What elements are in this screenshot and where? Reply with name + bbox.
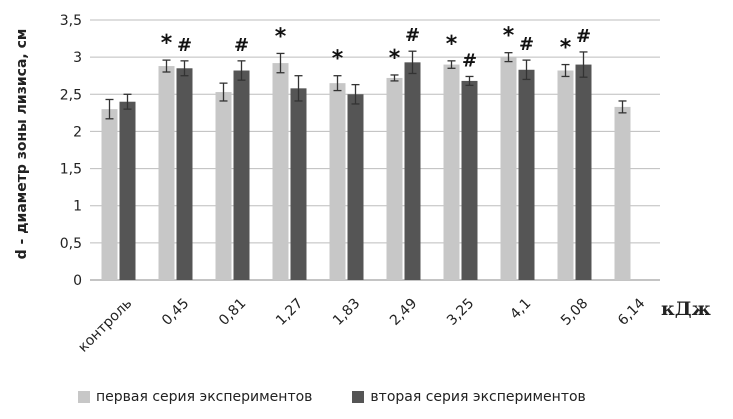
legend-item-series-1: первая серия экспериментов bbox=[78, 389, 312, 405]
significance-marker: # bbox=[177, 35, 192, 56]
y-tick-label: 0,5 bbox=[60, 236, 82, 252]
bar-series-1 bbox=[158, 66, 175, 280]
x-tick-label: 1,27 bbox=[273, 296, 306, 329]
legend: первая серия экспериментов вторая серия … bbox=[78, 389, 626, 405]
x-tick-label: 6,14 bbox=[615, 295, 648, 328]
bar-series-2 bbox=[461, 80, 478, 281]
significance-marker: * bbox=[503, 24, 515, 49]
x-tick-label: 1,83 bbox=[330, 296, 363, 329]
x-tick-label: 3,25 bbox=[444, 296, 477, 329]
bar-series-2 bbox=[575, 64, 592, 280]
legend-swatch-series-2 bbox=[352, 391, 365, 403]
significance-marker: * bbox=[389, 46, 401, 71]
significance-markers: * # # ** *# *#* # * # bbox=[161, 24, 591, 72]
bar-series-1 bbox=[272, 63, 289, 281]
bar-series-1 bbox=[614, 106, 631, 281]
y-tick-label: 2,5 bbox=[60, 87, 82, 103]
bar-series-1 bbox=[386, 77, 403, 280]
bar-series-2 bbox=[290, 88, 307, 280]
bar-series-1 bbox=[557, 70, 574, 280]
y-tick-label: 3,5 bbox=[60, 13, 82, 29]
legend-label-series-2: вторая серия экспериментов bbox=[370, 389, 586, 405]
legend-label-series-1: первая серия экспериментов bbox=[96, 389, 313, 405]
y-axis-label: d - диаметр зоны лизиса, см bbox=[14, 28, 30, 260]
x-axis-unit-label: кДж bbox=[661, 298, 711, 320]
bar-series-1 bbox=[329, 83, 346, 281]
y-tick-label: 1 bbox=[73, 199, 82, 215]
bar-series-1 bbox=[215, 92, 232, 280]
significance-marker: * bbox=[275, 24, 287, 49]
bar-series-2 bbox=[176, 68, 193, 281]
x-tick-label: 0,45 bbox=[159, 296, 192, 329]
significance-marker: # bbox=[462, 50, 477, 71]
significance-marker: * bbox=[332, 47, 344, 72]
significance-marker: # bbox=[576, 26, 591, 47]
y-tick-labels: 0 0,5 1 1,5 2 2,5 3 3,5 bbox=[60, 13, 82, 289]
significance-marker: * bbox=[161, 31, 173, 56]
x-tick-label: 5,08 bbox=[558, 296, 591, 329]
error-bars bbox=[105, 50, 627, 120]
y-tick-label: 3 bbox=[73, 50, 82, 66]
bar-series-1 bbox=[443, 64, 460, 280]
x-tick-label: 2,49 bbox=[387, 296, 420, 329]
y-tick-label: 0 bbox=[73, 273, 82, 289]
x-tick-label: 4,1 bbox=[507, 296, 534, 323]
bar-series-2 bbox=[404, 62, 421, 280]
bars bbox=[101, 57, 631, 281]
x-tick-labels: контроль 0,45 0,81 1,27 1,83 2,49 3,25 4,1 5,08 6… bbox=[75, 295, 648, 355]
bar-series-2 bbox=[119, 101, 136, 280]
significance-marker: * bbox=[560, 36, 572, 61]
bar-series-2 bbox=[233, 70, 250, 280]
bar-series-1 bbox=[500, 57, 517, 281]
significance-marker: # bbox=[405, 25, 420, 46]
legend-item-series-2: вторая серия экспериментов bbox=[352, 389, 586, 405]
y-tick-label: 2 bbox=[73, 124, 82, 140]
x-tick-label: контроль bbox=[75, 296, 135, 356]
legend-swatch-series-1 bbox=[78, 391, 90, 403]
x-tick-label: 0,81 bbox=[216, 296, 249, 329]
significance-marker: # bbox=[234, 35, 249, 56]
gridlines bbox=[90, 19, 660, 281]
bar-series-2 bbox=[518, 69, 535, 281]
bar-series-1 bbox=[101, 109, 118, 281]
y-tick-label: 1,5 bbox=[60, 162, 82, 178]
bar-series-2 bbox=[347, 94, 364, 281]
significance-marker: # bbox=[519, 34, 534, 55]
significance-marker: * bbox=[446, 32, 458, 57]
